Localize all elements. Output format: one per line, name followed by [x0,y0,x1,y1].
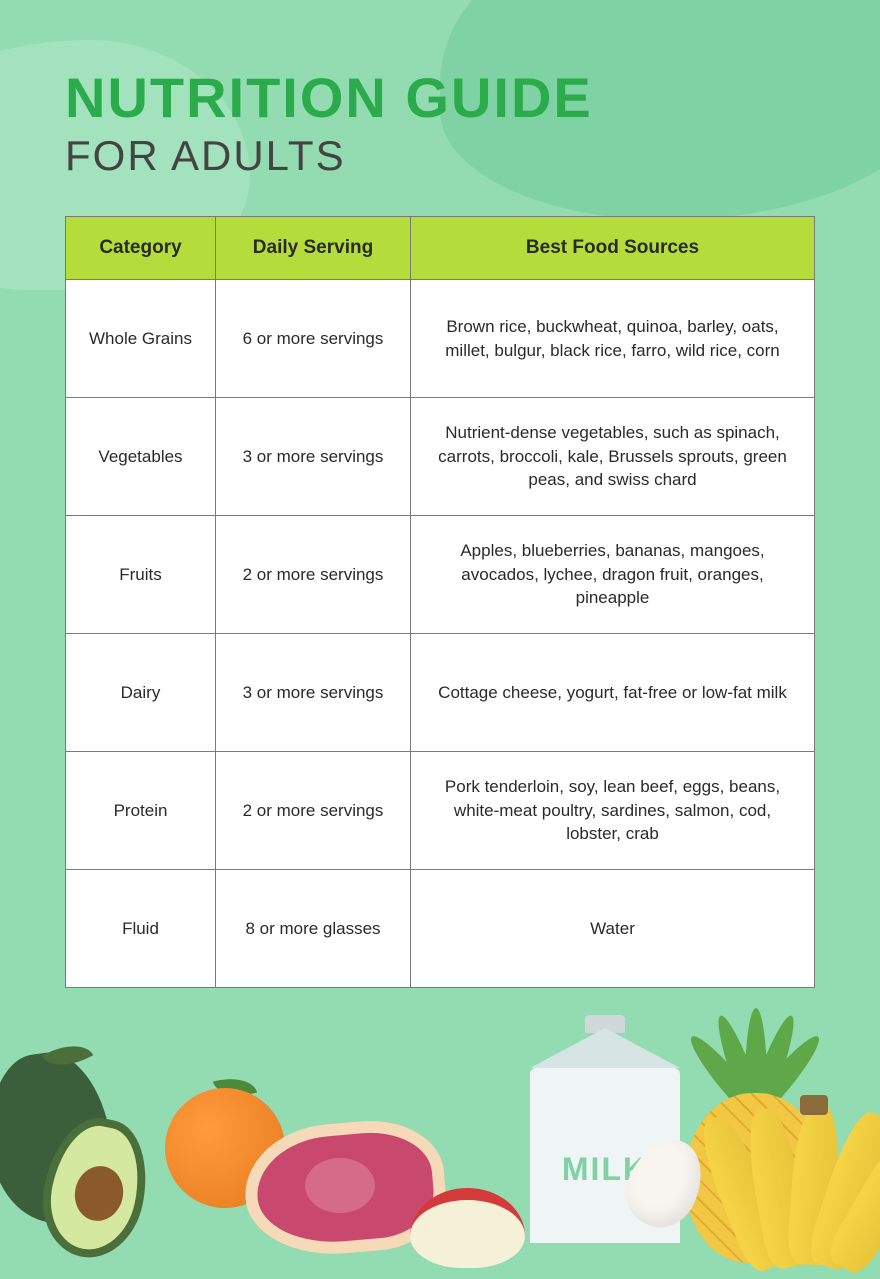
table-row: Dairy 3 or more servings Cottage cheese,… [66,634,815,752]
cell-serving: 3 or more servings [216,634,411,752]
cell-sources: Pork tenderloin, soy, lean beef, eggs, b… [411,752,815,870]
cell-category: Dairy [66,634,216,752]
cell-category: Whole Grains [66,280,216,398]
cell-serving: 3 or more servings [216,398,411,516]
cell-category: Fluid [66,870,216,988]
table-row: Fluid 8 or more glasses Water [66,870,815,988]
page-title: NUTRITION GUIDE [65,70,815,126]
col-header-category: Category [66,217,216,280]
cell-serving: 8 or more glasses [216,870,411,988]
cell-sources: Brown rice, buckwheat, quinoa, barley, o… [411,280,815,398]
meat-marble-icon [305,1158,375,1213]
bananas-icon [720,1083,880,1273]
nutrition-table: Category Daily Serving Best Food Sources… [65,216,815,988]
table-header-row: Category Daily Serving Best Food Sources [66,217,815,280]
cell-category: Vegetables [66,398,216,516]
nutrition-table-wrap: Category Daily Serving Best Food Sources… [65,216,815,988]
cell-serving: 2 or more servings [216,516,411,634]
cell-sources: Nutrient-dense vegetables, such as spina… [411,398,815,516]
table-row: Whole Grains 6 or more servings Brown ri… [66,280,815,398]
col-header-serving: Daily Serving [216,217,411,280]
table-row: Fruits 2 or more servings Apples, bluebe… [66,516,815,634]
cell-sources: Apples, blueberries, bananas, mangoes, a… [411,516,815,634]
footer-illustration: MILK [0,1023,880,1243]
cell-serving: 2 or more servings [216,752,411,870]
content-area: NUTRITION GUIDE FOR ADULTS Category Dail… [0,0,880,988]
table-row: Protein 2 or more servings Pork tenderlo… [66,752,815,870]
cell-category: Fruits [66,516,216,634]
page-subtitle: FOR ADULTS [65,132,815,180]
cell-sources: Water [411,870,815,988]
cell-sources: Cottage cheese, yogurt, fat-free or low-… [411,634,815,752]
table-row: Vegetables 3 or more servings Nutrient-d… [66,398,815,516]
cell-serving: 6 or more servings [216,280,411,398]
col-header-sources: Best Food Sources [411,217,815,280]
cell-category: Protein [66,752,216,870]
avocado-icon [0,1053,160,1263]
apple-icon [410,1188,525,1268]
